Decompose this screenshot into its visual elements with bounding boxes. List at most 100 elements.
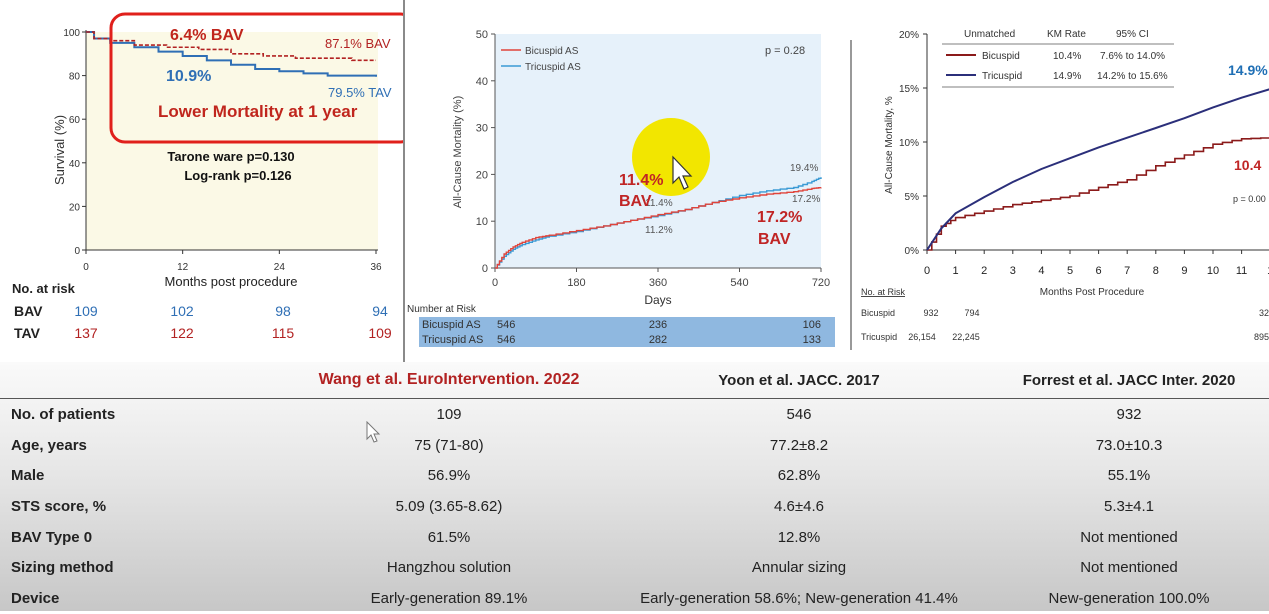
y-tick-label: 20 xyxy=(69,202,81,213)
point-label-19-4: 19.4% xyxy=(790,163,818,174)
panel-divider xyxy=(850,40,852,350)
bicuspid-line xyxy=(927,137,1269,251)
cell-yoon: 4.6±4.6 xyxy=(774,497,824,515)
y-tick-label: 40 xyxy=(69,159,81,170)
x-tick-label: 8 xyxy=(1153,265,1159,277)
risk-row-label-bicuspid: Bicuspid AS xyxy=(422,319,481,331)
risk-table-title: No. at Risk xyxy=(861,287,906,297)
legend-header-ci: 95% CI xyxy=(1116,29,1149,40)
bicuspid-end-label: 10.4 xyxy=(1234,157,1261,173)
y-axis-label: Survival (%) xyxy=(52,115,67,185)
x-tick-label: 11 xyxy=(1236,265,1247,277)
risk-table-title: No. at risk xyxy=(12,281,76,296)
row-label: Male xyxy=(11,467,45,485)
x-axis-label: Months post procedure xyxy=(165,274,298,289)
y-tick-label: 10 xyxy=(476,216,488,228)
risk-row-label-bav: BAV xyxy=(14,303,43,319)
cell-forrest: Not mentioned xyxy=(1080,559,1178,577)
x-tick-label: 3 xyxy=(1010,265,1016,277)
risk-cell: 94 xyxy=(372,303,388,319)
panel-divider xyxy=(403,0,405,362)
y-tick-label: 80 xyxy=(69,72,81,83)
risk-cell: 109 xyxy=(74,303,98,319)
x-tick-label: 5 xyxy=(1067,265,1073,277)
cell-wang: 5.09 (3.65-8.62) xyxy=(395,497,503,515)
x-tick-label: 12 xyxy=(177,262,189,273)
legend-label-bicuspid: Bicuspid xyxy=(982,51,1020,62)
x-tick-label: 24 xyxy=(274,262,286,273)
x-tick-label: 9 xyxy=(1181,265,1187,277)
year2-group-annotation: BAV xyxy=(758,231,791,248)
y-tick-label: 0 xyxy=(74,246,80,257)
cell-forrest: Not mentioned xyxy=(1080,528,1178,546)
wang-survival-chart-panel: 0 20 40 60 80 100 0 12 24 36 Survival (%) Months … xyxy=(0,0,416,362)
table-header-row: Wang et al. EuroIntervention. 2022 Yoon … xyxy=(0,362,1269,399)
mouse-pointer-icon xyxy=(366,421,381,443)
x-tick-label: 1 xyxy=(953,265,959,277)
tricuspid-end-label: 14.9% xyxy=(1228,62,1268,78)
cell-yoon: 62.8% xyxy=(777,467,821,485)
table-row: Male 56.9% 62.8% 55.1% xyxy=(0,460,1269,491)
risk-row-label-tav: TAV xyxy=(14,325,41,341)
km-legend: Unmatched KM Rate 95% CI Bicuspid 10.4% … xyxy=(942,29,1174,88)
x-tick-label: 10 xyxy=(1207,265,1219,277)
x-tick-label: 360 xyxy=(649,277,667,289)
x-tick-label: 7 xyxy=(1124,265,1130,277)
table-row: STS score, % 5.09 (3.65-8.62) 4.6±4.6 5.… xyxy=(0,491,1269,522)
yoon-mortality-chart-panel: 0 10 20 30 40 50 0 180 360 540 720 All-Cause Morta… xyxy=(405,0,849,362)
p-value: p = 0.00 xyxy=(1233,194,1266,204)
cell-yoon: 546 xyxy=(786,405,812,423)
risk-cell: 236 xyxy=(649,319,667,331)
year1-annotation: 11.4% xyxy=(619,172,663,189)
y-tick-label: 5% xyxy=(905,192,920,203)
legend-rate-bicuspid: 10.4% xyxy=(1053,51,1081,62)
bicuspid-line xyxy=(495,187,822,269)
cell-wang: 109 xyxy=(436,405,462,423)
cell-wang: Hangzhou solution xyxy=(386,559,512,577)
x-tick-label: 540 xyxy=(730,277,748,289)
risk-cell: 546 xyxy=(497,319,515,331)
tav-end-label: 79.5% TAV xyxy=(328,85,392,100)
y-tick-label: 40 xyxy=(476,76,488,88)
x-tick-label: 0 xyxy=(83,262,89,273)
risk-cell: 98 xyxy=(275,303,291,319)
y-axis-label: All-Cause Mortality (%) xyxy=(452,96,464,208)
x-tick-label: 720 xyxy=(812,277,830,289)
risk-row-label-tricuspid: Tricuspid xyxy=(861,332,897,342)
risk-row-label-bicuspid: Bicuspid xyxy=(861,308,895,318)
wang-survival-chart: 0 20 40 60 80 100 0 12 24 36 Survival (%) Months … xyxy=(12,12,416,341)
risk-cell: 32 xyxy=(1259,308,1269,318)
table-header-blank xyxy=(0,362,289,399)
legend-label-bicuspid: Bicuspid AS xyxy=(525,46,579,57)
table-header-forrest: Forrest et al. JACC Inter. 2020 xyxy=(989,362,1269,399)
y-tick-label: 20 xyxy=(476,169,488,181)
x-tick-label: 1 xyxy=(1267,265,1269,277)
risk-table-band xyxy=(419,317,835,347)
risk-cell: 122 xyxy=(170,325,194,341)
cell-forrest: 55.1% xyxy=(1107,467,1151,485)
row-label: Device xyxy=(11,589,60,607)
forrest-mortality-chart-panel: 0%5%10%15%20%012345678910111 All-Cause M… xyxy=(852,0,1269,362)
tricuspid-line xyxy=(926,88,1269,251)
forrest-mortality-chart: 0%5%10%15%20%012345678910111 All-Cause M… xyxy=(861,29,1269,342)
cell-forrest: 5.3±4.1 xyxy=(1104,497,1154,515)
risk-cell: 109 xyxy=(368,325,392,341)
bav-end-label: 87.1% BAV xyxy=(325,36,391,51)
risk-row-label-tricuspid: Tricuspid AS xyxy=(422,334,483,346)
table-row: Age, years 75 (71-80) 77.2±8.2 73.0±10.3 xyxy=(0,430,1269,461)
year2-annotation: 17.2% xyxy=(757,209,802,226)
tav-survival-line xyxy=(86,31,377,77)
comparison-table-section: Wang et al. EuroIntervention. 2022 Yoon … xyxy=(0,362,1269,611)
risk-cell: 932 xyxy=(923,308,938,318)
table-header-yoon: Yoon et al. JACC. 2017 xyxy=(609,362,989,399)
table-row: Device Early-generation 89.1% Early-gene… xyxy=(0,583,1269,614)
risk-cell: 115 xyxy=(272,325,295,341)
row-label: STS score, % xyxy=(11,497,107,515)
y-axis-label: All-Cause Mortality, % xyxy=(884,96,895,194)
y-tick-label: 100 xyxy=(63,28,80,39)
table-row: No. of patients 109 546 932 xyxy=(0,399,1269,430)
risk-cell: 22,245 xyxy=(952,332,980,342)
cell-wang: 56.9% xyxy=(427,467,471,485)
legend-ci-tricuspid: 14.2% to 15.6% xyxy=(1097,71,1168,82)
table-row: BAV Type 0 61.5% 12.8% Not mentioned xyxy=(0,522,1269,553)
